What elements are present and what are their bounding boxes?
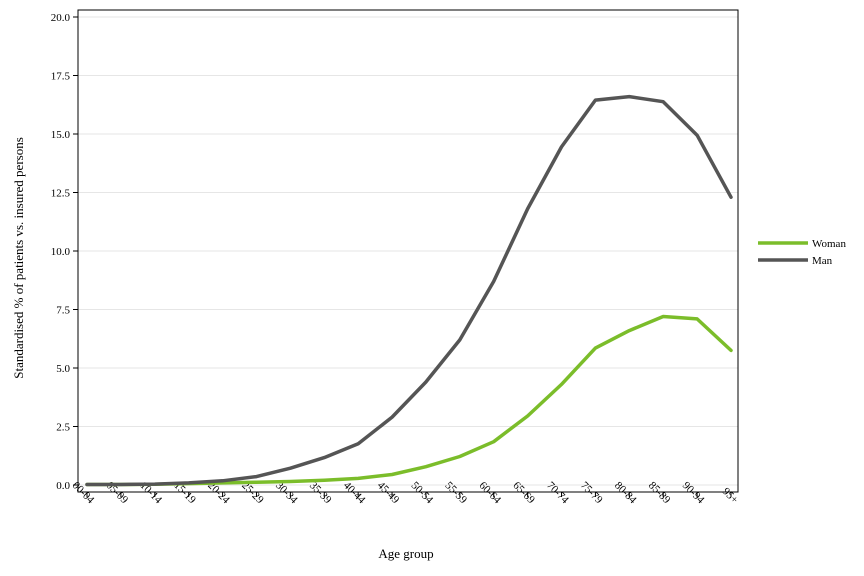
x-tick-label: 65-69 [510,479,537,506]
x-axis-title: Age group [378,546,433,561]
x-tick-label: 50-54 [409,479,436,506]
x-tick-label: 35-39 [307,479,334,506]
x-tick-label: 30-34 [273,479,300,506]
y-tick-label: 5.0 [56,363,70,375]
y-tick-label: 7.5 [56,305,70,317]
y-tick-label: 15.0 [51,129,71,141]
y-tick-label: 12.5 [51,188,71,200]
x-tick-label: 85-89 [646,479,673,506]
x-tick-label: 40-44 [341,479,368,506]
y-tick-label: 20.0 [51,12,71,24]
y-tick-label: 0.0 [56,480,70,492]
y-axis-title: Standardised % of patients vs. insured p… [11,137,26,379]
y-axis: 0.0 2.5 5.0 7.5 10.0 12.5 15.0 17.5 20.0 [51,12,78,492]
x-tick-label: 95+ [720,485,741,506]
x-tick-label: 45-49 [375,479,402,506]
x-tick-label: 80-84 [612,479,639,506]
x-tick-label: 75-79 [578,479,605,506]
legend-label-woman: Woman [812,238,846,250]
y-tick-label: 2.5 [56,422,70,434]
x-tick-label: 70-74 [544,479,571,506]
x-tick-label: 55-59 [443,479,470,506]
y-tick-label: 10.0 [51,246,71,258]
grid-lines [78,16,738,486]
series-line-man [85,94,733,487]
x-tick-label: 90-94 [680,479,707,506]
legend-label-man: Man [812,255,833,267]
x-tick-label: 60-64 [476,479,503,506]
series-lines [85,94,733,487]
legend: Woman Man [758,238,846,267]
y-tick-label: 17.5 [51,71,71,83]
